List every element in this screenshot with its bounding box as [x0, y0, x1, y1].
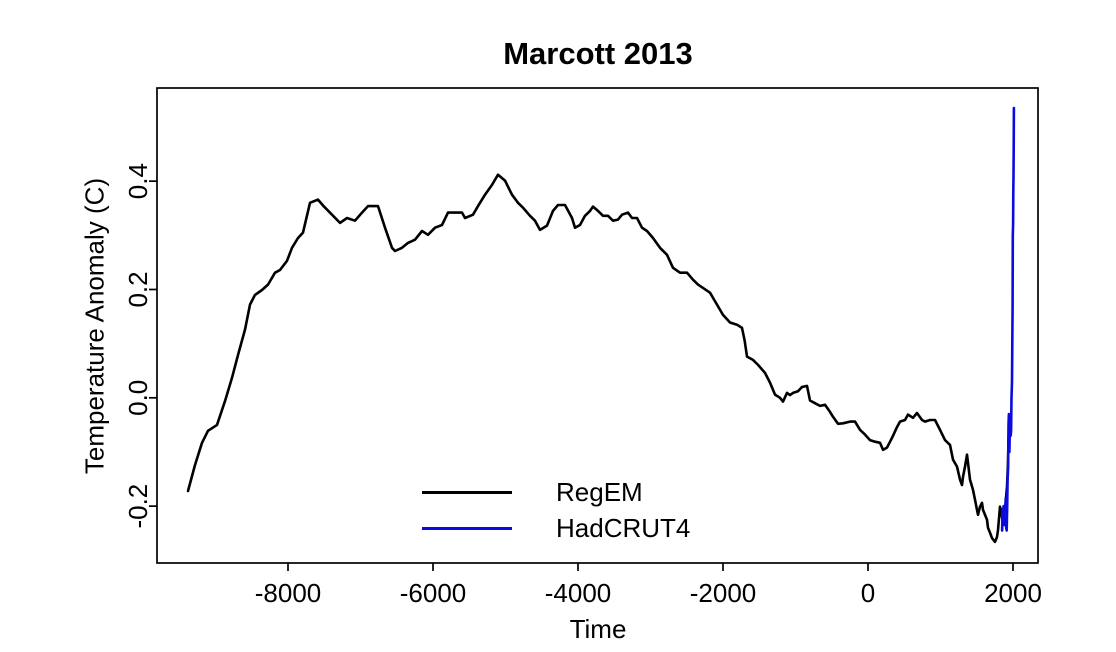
x-axis-tick-label: -4000: [545, 578, 612, 608]
x-axis-tick-label: -6000: [400, 578, 467, 608]
y-axis-tick-label: 0.2: [123, 271, 153, 307]
x-axis-tick-label: -2000: [690, 578, 757, 608]
legend-label-regem: RegEM: [556, 477, 643, 507]
y-axis-tick-label: 0.4: [123, 163, 153, 199]
legend-item-regem: RegEM: [422, 474, 690, 510]
regem-line: [186, 173, 1010, 544]
legend-label-hadcrut4: HadCRUT4: [556, 513, 691, 543]
legend-item-hadcrut4: HadCRUT4: [422, 510, 690, 546]
legend: RegEM HadCRUT4: [422, 474, 690, 546]
x-axis-label: Time: [569, 614, 627, 644]
hadcrut4-line-swatch: [422, 526, 512, 530]
x-axis-tick-label: -8000: [255, 578, 322, 608]
hadcrut4-line: [1000, 106, 1016, 532]
chart-title: Marcott 2013: [503, 36, 693, 71]
y-axis-tick-label: 0.0: [123, 380, 153, 416]
y-axis-label: Temperature Anomaly (C): [79, 177, 110, 475]
plot-box: [156, 87, 1039, 564]
regem-line-swatch: [422, 490, 512, 494]
x-axis-tick-label: 2000: [984, 578, 1042, 608]
y-axis-tick-label: -0.2: [123, 484, 153, 529]
x-axis-tick-label: 0: [861, 578, 875, 608]
